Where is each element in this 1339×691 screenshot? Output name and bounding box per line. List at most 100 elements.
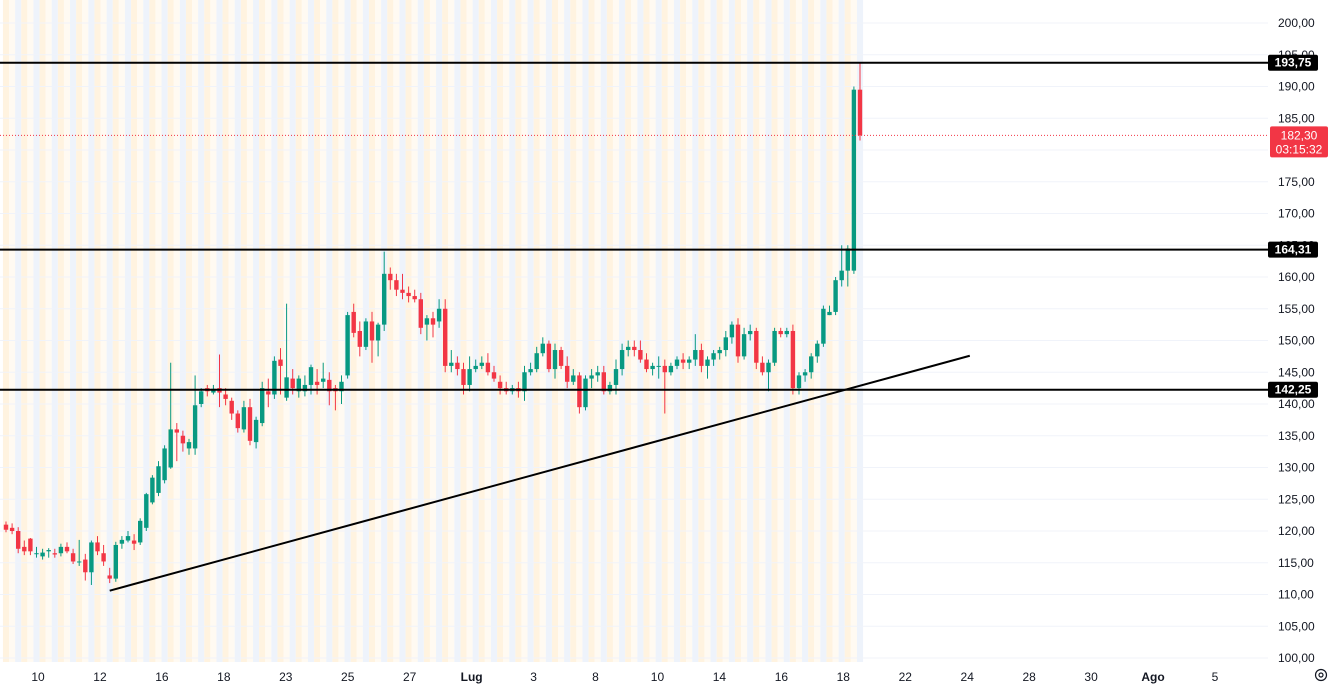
candle-body (174, 429, 179, 433)
candle-body (418, 299, 423, 328)
candle-body (467, 369, 472, 385)
time-tick-label: 12 (93, 670, 107, 684)
session-band (405, 0, 412, 662)
price-tick-label: 200,00 (1278, 16, 1315, 30)
time-axis[interactable]: 10 12 16 18 23 25 27 Lug 3 8 10 14 16 18 22 24 28 30 Ago 5 (0, 662, 1268, 686)
session-band (259, 0, 266, 662)
time-tick-label: 24 (961, 670, 975, 684)
candle-body (455, 362, 460, 370)
session-band (655, 0, 662, 662)
price-tick-label: 110,00 (1278, 588, 1314, 602)
grid-lines (0, 22, 1268, 659)
candle-body (619, 350, 625, 370)
price-tick-label: 155,00 (1278, 302, 1315, 316)
session-band (307, 0, 315, 662)
candle-body (266, 391, 271, 395)
price-tick-label: 190,00 (1278, 80, 1315, 94)
candle-body (101, 553, 106, 562)
level-badge (1268, 241, 1318, 258)
candle-body (461, 369, 466, 385)
session-band (88, 0, 95, 662)
candle-body (406, 292, 411, 297)
session-band (643, 0, 650, 662)
candle-body (705, 359, 710, 366)
candle-body (260, 388, 265, 424)
session-band (850, 0, 857, 662)
session-band (326, 0, 333, 662)
horizontal-levels[interactable] (0, 61, 1268, 391)
session-band (124, 0, 132, 662)
session-band (137, 0, 144, 662)
time-tick-label: 16 (155, 670, 169, 684)
candle-body (119, 539, 125, 544)
candle-body (345, 315, 350, 376)
session-band (692, 0, 699, 662)
candle-body (857, 89, 863, 136)
session-band (295, 0, 302, 662)
candle-body (748, 330, 753, 335)
candle-body (308, 367, 314, 385)
candle-body (22, 546, 27, 552)
session-band (216, 0, 223, 662)
time-tick-label: 16 (775, 670, 789, 684)
time-tick-label: 3 (530, 670, 537, 684)
candle-body (607, 384, 613, 392)
candle-body (363, 321, 369, 347)
price-tick-label: 120,00 (1278, 524, 1315, 538)
session-band (521, 0, 528, 662)
candle-body (815, 343, 820, 357)
candle-body (58, 546, 64, 554)
session-band (253, 0, 260, 662)
candle-body (89, 542, 94, 573)
session-band (320, 0, 327, 662)
price-tick-label: 160,00 (1278, 270, 1315, 284)
settings-button[interactable] (1310, 664, 1332, 686)
session-band (399, 0, 406, 662)
session-band (795, 0, 803, 662)
price-axis[interactable]: 100,00 105,00 110,00 115,00 120,00 125,00 130,… (1268, 0, 1339, 686)
session-band (551, 0, 559, 662)
candle-body (723, 337, 728, 351)
session-band (234, 0, 241, 662)
trendline[interactable] (109, 354, 971, 592)
candle-body (375, 324, 381, 341)
candle-body (644, 359, 649, 370)
session-band (39, 0, 46, 662)
session-band (710, 0, 717, 662)
time-tick-label: 5 (1212, 670, 1219, 684)
session-band (185, 0, 193, 662)
price-tick-label: 135,00 (1278, 429, 1315, 443)
session-band (332, 0, 339, 662)
candle-body (327, 379, 332, 392)
candle-body (839, 270, 844, 281)
session-band (301, 0, 308, 662)
session-band (2, 0, 10, 662)
candle-body (388, 273, 393, 281)
candle-body (638, 350, 643, 360)
session-band (179, 0, 186, 662)
candle-body (46, 550, 51, 552)
candle-body (138, 520, 143, 543)
time-tick-label: Ago (1141, 670, 1164, 684)
price-tick-label: 145,00 (1278, 365, 1315, 379)
candle-body (412, 296, 417, 300)
session-band (612, 0, 620, 662)
session-band (826, 0, 833, 662)
session-band (594, 0, 601, 662)
session-band (192, 0, 199, 662)
candle-body (430, 318, 436, 325)
price-tick-label: 185,00 (1278, 111, 1315, 125)
candle-body (558, 350, 564, 366)
candle-body (9, 527, 15, 531)
candle-body (674, 359, 680, 366)
session-band (478, 0, 485, 662)
session-band (673, 0, 681, 662)
session-band (832, 0, 839, 662)
level-badge (1268, 54, 1318, 71)
session-band (33, 0, 40, 662)
candle-body (192, 405, 198, 449)
candle-body (821, 308, 826, 344)
time-tick-label: 10 (651, 670, 665, 684)
